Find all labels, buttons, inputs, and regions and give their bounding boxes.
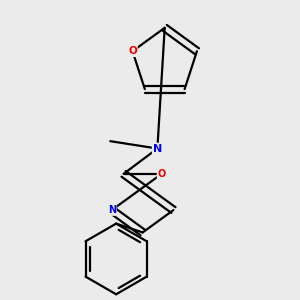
Text: O: O (128, 46, 137, 56)
Text: O: O (158, 169, 166, 179)
Text: N: N (108, 205, 116, 215)
Text: N: N (153, 143, 162, 154)
